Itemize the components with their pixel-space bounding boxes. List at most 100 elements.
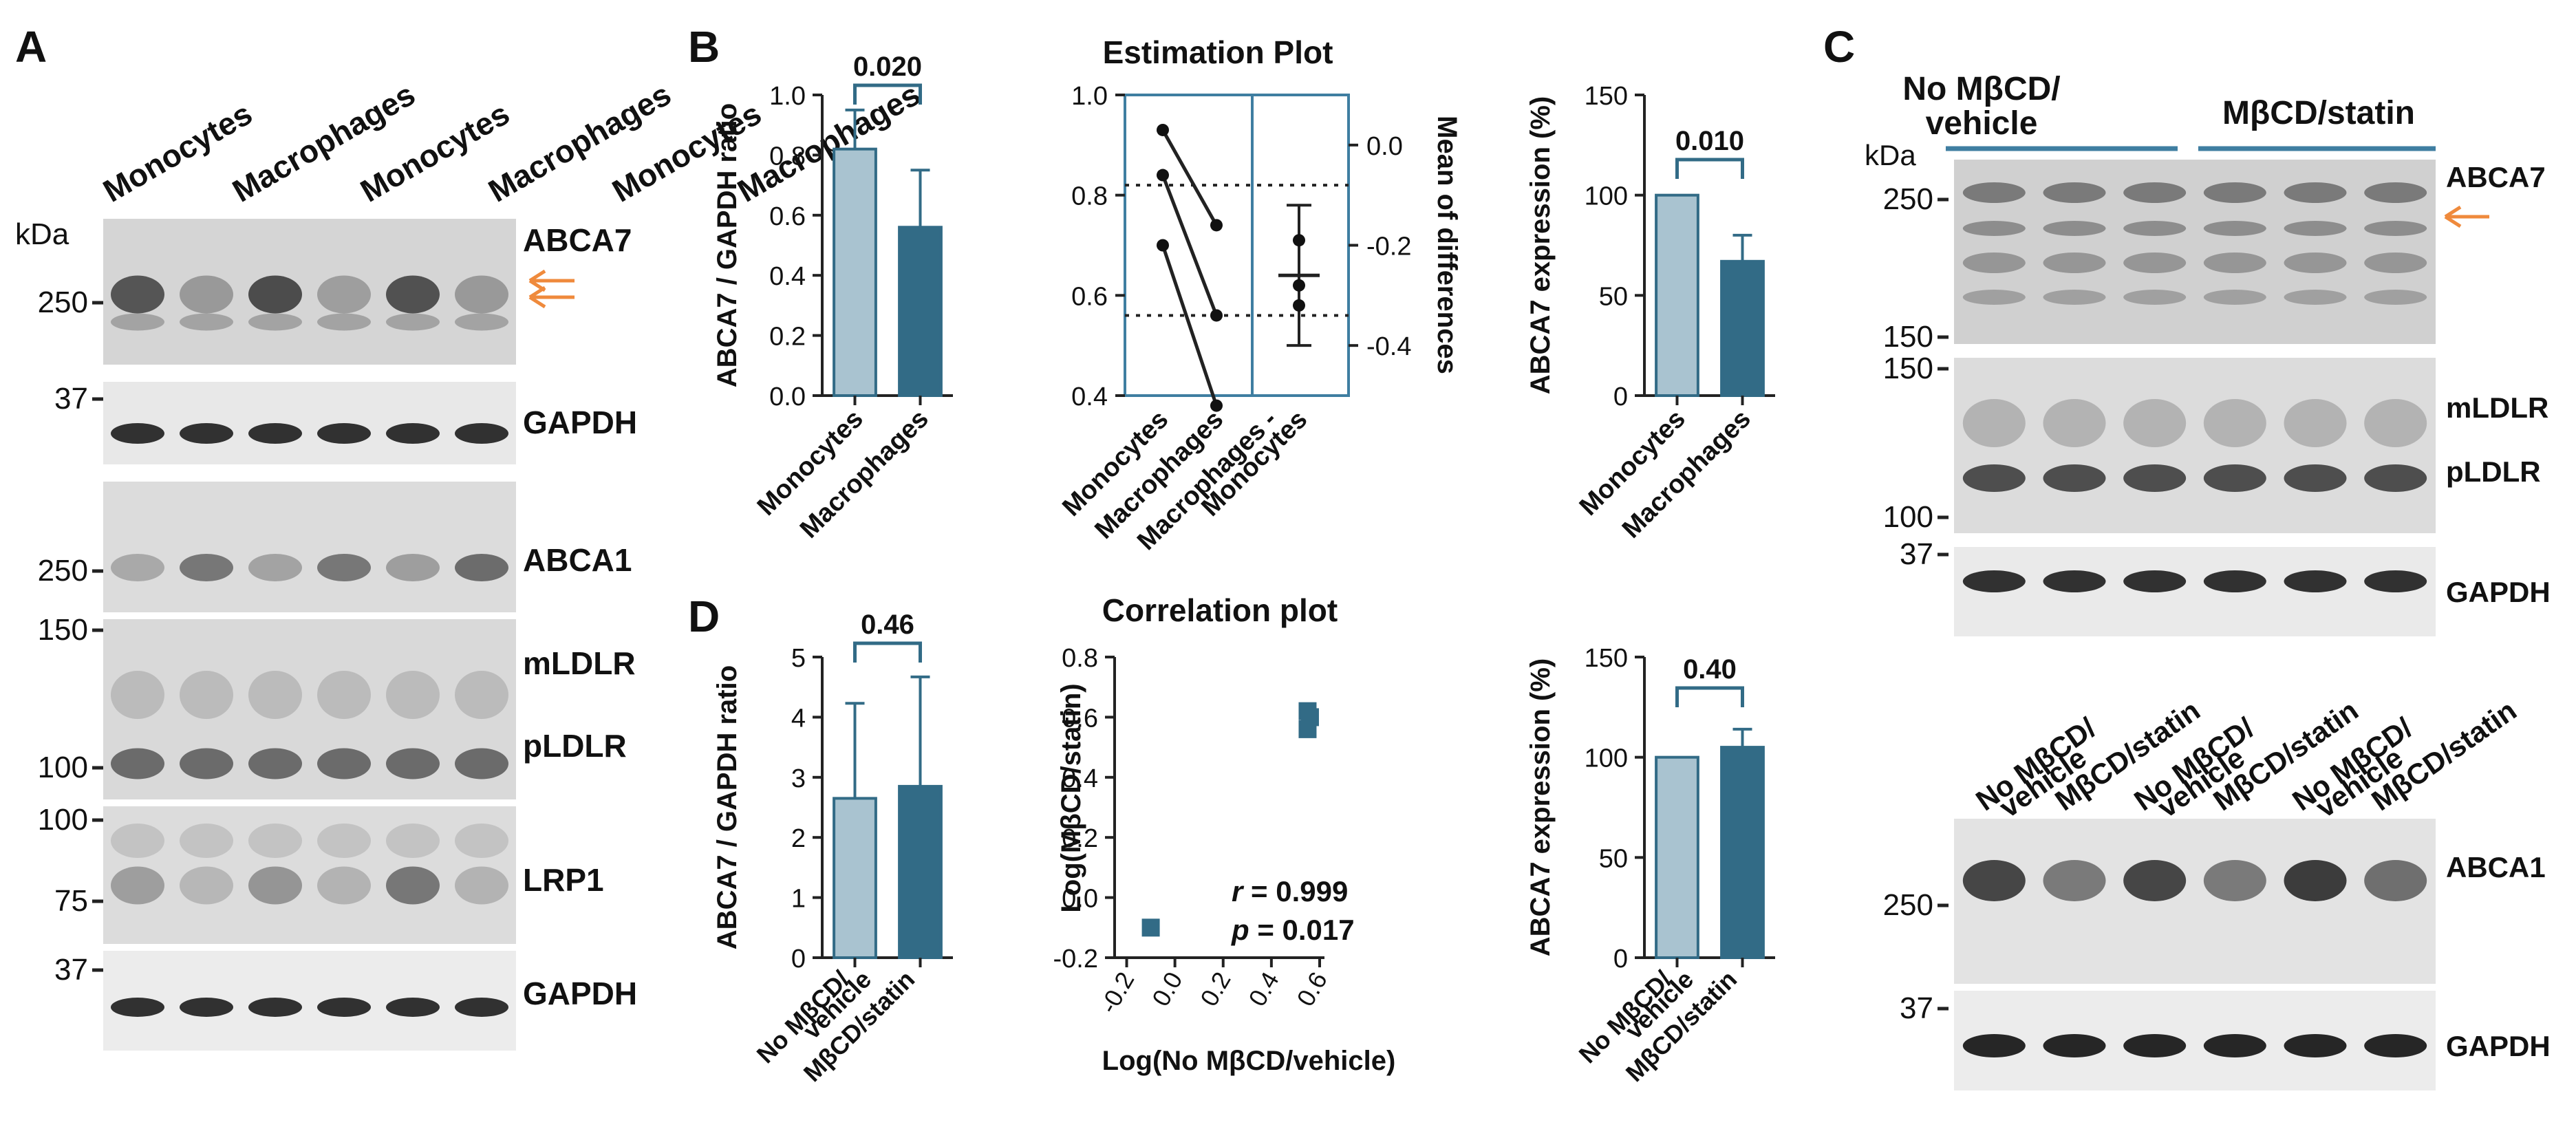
ylabel-d2: Log(MβCD/statin) xyxy=(1056,683,1086,912)
blot-band xyxy=(1962,860,2026,901)
blot-band xyxy=(2043,221,2106,236)
blot-band xyxy=(180,275,233,314)
marker-c-label: 100 xyxy=(1883,500,1933,534)
blot-band xyxy=(2284,290,2347,305)
blot-band xyxy=(2364,221,2427,236)
xlabel-d2: Log(No MβCD/vehicle) xyxy=(1102,1046,1396,1076)
blot-band xyxy=(248,866,302,905)
blot-band xyxy=(386,554,440,581)
blot-band xyxy=(2043,252,2106,273)
pvalue-label-b1: 0.020 xyxy=(853,52,922,82)
blot-a-mldlr xyxy=(103,619,516,799)
blot-band xyxy=(2203,1034,2266,1057)
y-tick-label-d2: 0.4 xyxy=(1062,764,1098,793)
blot-band xyxy=(2203,182,2266,203)
blot-band xyxy=(2364,570,2427,592)
blot-band xyxy=(1962,221,2026,236)
blot-band xyxy=(111,748,164,779)
blot-band xyxy=(1962,570,2026,592)
blot-band xyxy=(248,824,302,858)
significance-bracket-b1 xyxy=(853,83,922,105)
blot-band xyxy=(2364,464,2427,492)
blot-band xyxy=(180,824,233,858)
blot-band xyxy=(2043,1034,2106,1057)
blot-band xyxy=(248,998,302,1017)
bar-d1 xyxy=(833,797,877,960)
blot-band xyxy=(1962,290,2026,305)
lane-label-a: Macrophages xyxy=(731,76,926,208)
scatter-point-d2 xyxy=(1298,702,1317,720)
blot-band xyxy=(455,423,508,444)
kda-label-a: kDa xyxy=(15,217,69,251)
kda-label-c: kDa xyxy=(1865,139,1916,171)
y-b3-tick-label: 150 xyxy=(1585,82,1628,111)
left-tick-label-b2: 0.8 xyxy=(1071,182,1108,211)
blot-band xyxy=(2203,860,2266,901)
blot-band xyxy=(455,313,508,331)
blot-band xyxy=(2043,570,2106,592)
blot-band xyxy=(2043,399,2106,447)
blot-a-abca7 xyxy=(103,219,516,365)
bar-d3 xyxy=(1655,755,1699,959)
blot-band xyxy=(386,275,440,314)
blot-band xyxy=(2364,1034,2427,1057)
marker-c-label: 37 xyxy=(1900,537,1933,571)
stat-value-d2: = 0.017 xyxy=(1249,914,1355,946)
blot-band xyxy=(248,275,302,314)
blot-band xyxy=(111,313,164,331)
y-d1-tick-label: 2 xyxy=(791,824,806,853)
right-tick-label-b2: 0.0 xyxy=(1366,132,1403,161)
blot-band xyxy=(248,554,302,581)
blot-band xyxy=(2123,464,2187,492)
blot-band xyxy=(2284,464,2347,492)
left-tick-label-b2: 0.6 xyxy=(1071,282,1108,311)
blot-band xyxy=(180,423,233,444)
y-b3-tick-label: 100 xyxy=(1585,182,1628,211)
blot-band xyxy=(317,998,371,1017)
marker-a-label: 150 xyxy=(38,613,88,647)
blot-band xyxy=(317,275,371,314)
right-tick-label-b2: -0.2 xyxy=(1366,233,1411,261)
right-ylabel-b2: Mean of differences xyxy=(1432,116,1462,374)
arrow-head-c xyxy=(2444,205,2462,228)
left-tick-label-b2: 1.0 xyxy=(1071,82,1108,111)
y-tick-label-d2: 0.8 xyxy=(1062,644,1098,673)
difference-point-b2 xyxy=(1293,279,1305,292)
blot-band xyxy=(386,671,440,719)
chart-title-d2: Correlation plot xyxy=(1102,592,1338,628)
blot-band xyxy=(2043,464,2106,492)
pair-line-b2 xyxy=(1161,244,1219,407)
blot-band xyxy=(180,554,233,581)
bar-b1 xyxy=(833,147,877,397)
blot-band xyxy=(386,313,440,331)
marker-a-label: 75 xyxy=(54,884,88,918)
marker-c-label: 150 xyxy=(1883,320,1933,354)
chart-title-b2: Estimation Plot xyxy=(1103,34,1333,70)
marker-a-label: 100 xyxy=(38,751,88,784)
blot-band xyxy=(180,866,233,905)
pair-point-b2 xyxy=(1210,399,1223,412)
blot-band xyxy=(317,748,371,779)
blot-band xyxy=(2123,182,2187,203)
bar-b3 xyxy=(1655,193,1699,397)
left-tick-label-b2: 0.4 xyxy=(1071,383,1108,411)
blot-membrane xyxy=(103,951,516,1051)
blot-band xyxy=(2123,570,2187,592)
blot-membrane xyxy=(1954,160,2436,344)
y-b1-tick-label: 0.8 xyxy=(769,142,806,171)
blot-band xyxy=(2123,252,2187,273)
blot-c-top-1 xyxy=(1954,358,2436,533)
blot-band xyxy=(2284,860,2347,901)
stat-symbol-d2: p xyxy=(1231,914,1249,946)
y-b3-tick-label: 0 xyxy=(1613,383,1628,411)
blot-band xyxy=(2123,290,2187,305)
marker-a-label: 37 xyxy=(54,953,88,987)
panel-label-a: A xyxy=(15,22,47,72)
right-tick-label-b2: -0.4 xyxy=(1366,332,1411,361)
blot-band xyxy=(248,313,302,331)
y-tick-label-d2: -0.2 xyxy=(1053,945,1098,974)
blot-label-a-2: pLDLR xyxy=(523,728,627,764)
panel-label-c: C xyxy=(1823,22,1855,72)
blot-label-a: GAPDH xyxy=(523,976,637,1011)
